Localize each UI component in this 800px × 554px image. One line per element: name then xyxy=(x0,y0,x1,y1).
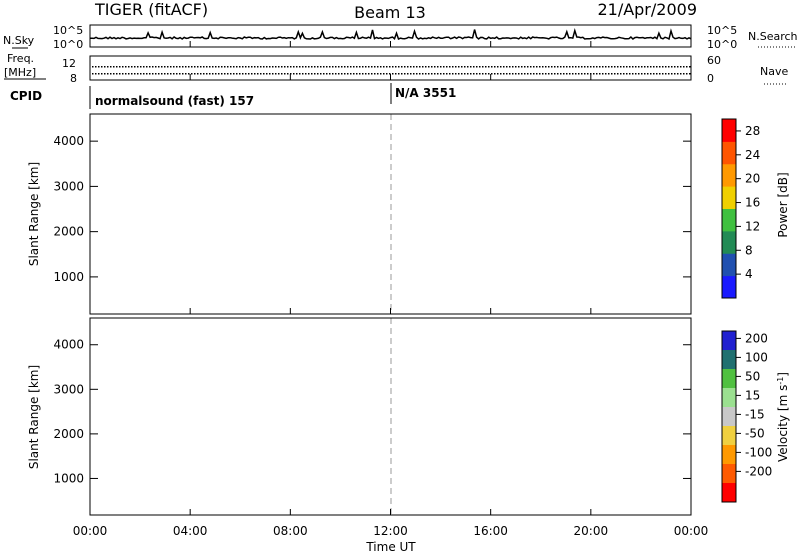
colorbar-tick: 50 xyxy=(745,369,760,383)
x-tick-label: 00:00 xyxy=(73,524,108,538)
colorbar-tick: 20 xyxy=(745,172,760,186)
nsky-tick-top: 10^5 xyxy=(53,24,83,37)
colorbar-swatch xyxy=(722,388,736,408)
beam-title: Beam 13 xyxy=(354,3,426,22)
time-axis: 00:00 04:00 08:00 12:00 16:00 20:00 00:00 xyxy=(73,41,709,538)
nave-tick-top: 60 xyxy=(707,54,721,67)
freq-dots xyxy=(92,66,691,75)
colorbar-swatch xyxy=(722,464,736,484)
colorbar-swatch xyxy=(722,369,736,389)
colorbar-swatch xyxy=(722,426,736,446)
power-colorbar-ticks: 4 8 12 16 20 24 28 xyxy=(736,124,760,281)
y-tick-label: 2000 xyxy=(53,427,84,441)
x-tick-label: 04:00 xyxy=(173,524,208,538)
x-tick-label: 16:00 xyxy=(473,524,508,538)
freq-label-2: [MHz] xyxy=(4,66,36,79)
y-tick-label: 1000 xyxy=(53,471,84,485)
colorbar-swatch xyxy=(722,163,736,187)
velocity-panel: 1000 2000 3000 4000 Slant Range [km] xyxy=(27,317,692,516)
colorbar-tick: -100 xyxy=(745,445,772,459)
cpid-entry-2: N/A 3551 xyxy=(395,86,456,100)
nsearch-label: N.Search xyxy=(748,30,798,43)
power-colorbar: 4 8 12 16 20 24 28 Power [dB] xyxy=(721,118,790,299)
colorbar-swatch xyxy=(722,350,736,370)
y-tick-label: 3000 xyxy=(53,179,84,193)
freq-label-1: Freq. xyxy=(7,52,34,65)
colorbar-tick: -15 xyxy=(745,407,765,421)
colorbar-swatch xyxy=(722,253,736,277)
freq-strip: Freq. [MHz] 12 8 60 0 Nave xyxy=(4,52,788,85)
power-yaxis: 1000 2000 3000 4000 xyxy=(53,134,691,284)
velocity-colorbar-label-main: Velocity [m s-1] xyxy=(776,372,791,462)
nsky-tick-bottom: 10^0 xyxy=(53,38,83,51)
nsearch-tick-top: 10^5 xyxy=(707,24,737,37)
velocity-colorbar: 200 100 50 15 -15 -50 -100 -200 Velocity [m s-1… xyxy=(721,330,791,503)
colorbar-tick: 200 xyxy=(745,331,768,345)
colorbar-tick: -50 xyxy=(745,426,765,440)
colorbar-swatch xyxy=(722,208,736,232)
nave-tick-bottom: 0 xyxy=(707,72,714,85)
y-tick-label: 2000 xyxy=(53,225,84,239)
colorbar-tick: 4 xyxy=(745,267,753,281)
power-colorbar-blocks xyxy=(722,119,736,299)
power-panel: 1000 2000 3000 4000 Slant Range [km] xyxy=(27,113,692,315)
power-colorbar-label: Power [dB] xyxy=(776,172,790,237)
nsky-line xyxy=(90,28,692,41)
colorbar-tick: 24 xyxy=(745,148,760,162)
velocity-ylabel: Slant Range [km] xyxy=(27,365,41,469)
colorbar-swatch xyxy=(722,275,736,299)
y-tick-label: 4000 xyxy=(53,338,84,352)
colorbar-tick: 16 xyxy=(745,196,760,210)
nave-label: Nave xyxy=(760,65,788,78)
colorbar-tick: 28 xyxy=(745,124,760,138)
nsky-strip: N.Sky 10^5 10^0 10^5 10^0 N.Search xyxy=(3,24,798,51)
y-tick-label: 4000 xyxy=(53,134,84,148)
colorbar-tick: 100 xyxy=(745,350,768,364)
velocity-yaxis: 1000 2000 3000 4000 xyxy=(53,338,691,485)
cpid-row: CPID normalsound (fast) 157 N/A 3551 xyxy=(10,83,456,109)
velocity-panel-bg xyxy=(90,318,691,515)
date-title: 21/Apr/2009 xyxy=(597,0,697,19)
colorbar-swatch xyxy=(722,141,736,165)
colorbar-swatch xyxy=(722,119,736,142)
x-tick-label: 20:00 xyxy=(574,524,609,538)
x-tick-label: 00:00 xyxy=(674,524,709,538)
velocity-colorbar-blocks xyxy=(722,331,736,503)
freq-tick-bottom: 8 xyxy=(70,72,77,85)
y-tick-label: 3000 xyxy=(53,382,84,396)
power-ylabel: Slant Range [km] xyxy=(27,162,41,266)
x-axis-title: Time UT xyxy=(365,540,416,554)
colorbar-tick: 8 xyxy=(745,243,753,257)
cpid-label: CPID xyxy=(10,89,42,103)
colorbar-tick: 15 xyxy=(745,388,760,402)
colorbar-swatch xyxy=(722,186,736,209)
colorbar-swatch xyxy=(722,483,736,503)
x-tick-label: 12:00 xyxy=(373,524,408,538)
x-tick-label: 08:00 xyxy=(273,524,308,538)
colorbar-tick: -200 xyxy=(745,464,772,478)
colorbar-swatch xyxy=(722,445,736,465)
colorbar-swatch xyxy=(722,331,736,351)
freq-tick-top: 12 xyxy=(62,57,76,70)
colorbar-swatch xyxy=(722,407,736,427)
y-tick-label: 1000 xyxy=(53,270,84,284)
colorbar-tick: 12 xyxy=(745,219,760,233)
radar-title: TIGER (fitACF) xyxy=(94,0,208,19)
cpid-entry-1: normalsound (fast) 157 xyxy=(95,94,254,108)
colorbar-swatch xyxy=(722,230,736,254)
nsearch-tick-bottom: 10^0 xyxy=(707,38,737,51)
velocity-colorbar-ticks: 200 100 50 15 -15 -50 -100 -200 xyxy=(736,331,772,478)
nsky-label: N.Sky xyxy=(3,34,35,47)
